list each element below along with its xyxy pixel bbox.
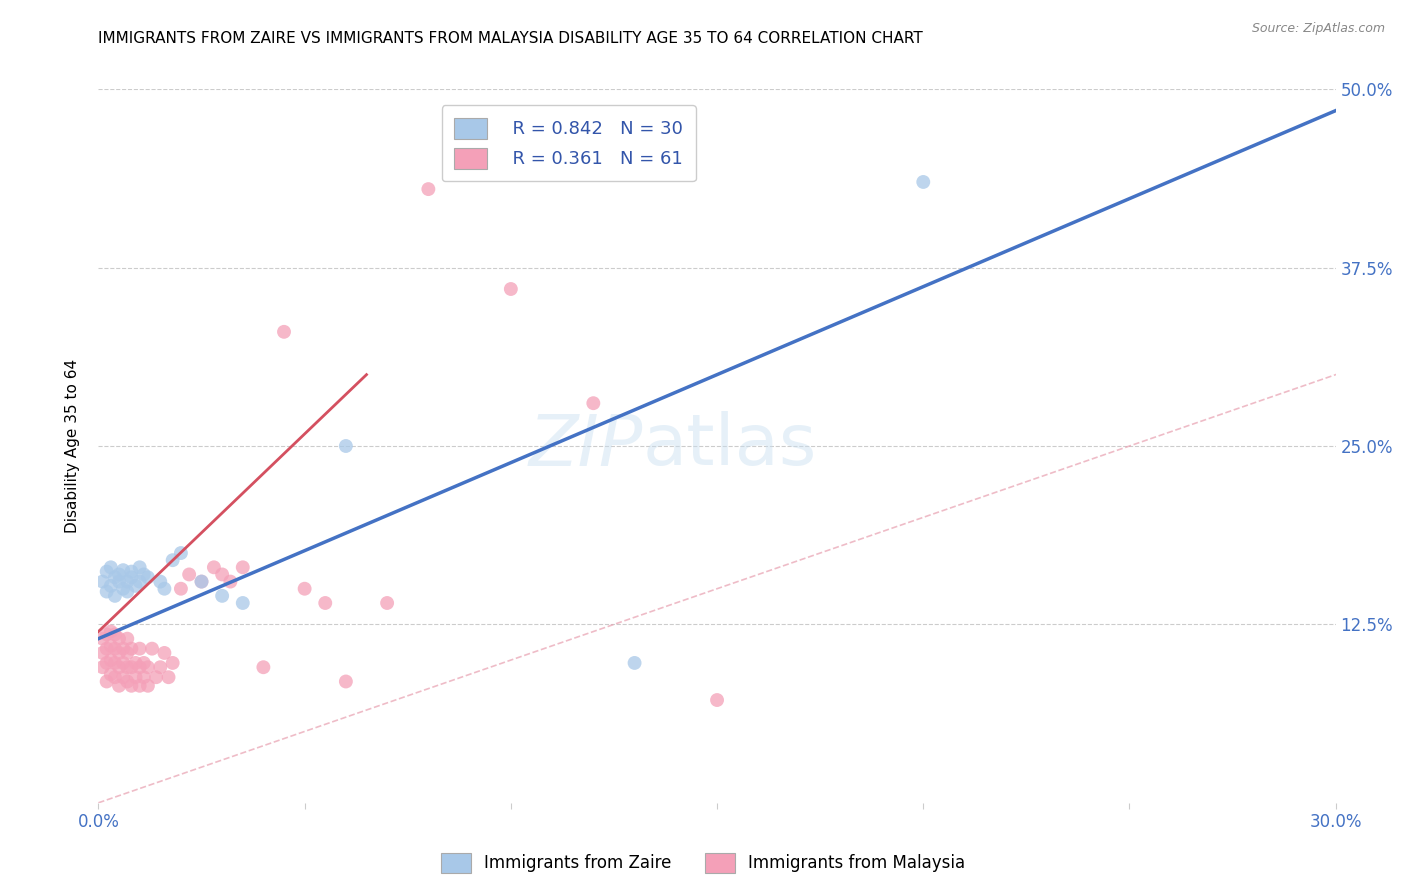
Point bbox=[141, 641, 163, 656]
Point bbox=[96, 584, 118, 599]
Point bbox=[219, 574, 242, 589]
Point bbox=[252, 660, 274, 674]
Point bbox=[202, 560, 225, 574]
Point bbox=[375, 596, 398, 610]
Point bbox=[112, 656, 135, 670]
Point bbox=[149, 660, 172, 674]
Point bbox=[124, 656, 146, 670]
Point bbox=[96, 627, 118, 641]
Point bbox=[108, 646, 131, 660]
Legend: Immigrants from Zaire, Immigrants from Malaysia: Immigrants from Zaire, Immigrants from M… bbox=[434, 847, 972, 880]
Text: IMMIGRANTS FROM ZAIRE VS IMMIGRANTS FROM MALAYSIA DISABILITY AGE 35 TO 64 CORREL: IMMIGRANTS FROM ZAIRE VS IMMIGRANTS FROM… bbox=[98, 31, 924, 46]
Point bbox=[117, 584, 139, 599]
Point bbox=[136, 570, 159, 584]
Point bbox=[91, 660, 114, 674]
Point bbox=[108, 660, 131, 674]
Point bbox=[112, 641, 135, 656]
Point bbox=[499, 282, 522, 296]
Point bbox=[190, 574, 212, 589]
Text: ZIP: ZIP bbox=[529, 411, 643, 481]
Point bbox=[273, 325, 295, 339]
Point bbox=[136, 679, 159, 693]
Point bbox=[128, 679, 150, 693]
Point bbox=[100, 667, 122, 681]
Point bbox=[91, 574, 114, 589]
Point bbox=[314, 596, 336, 610]
Y-axis label: Disability Age 35 to 64: Disability Age 35 to 64 bbox=[65, 359, 80, 533]
Point bbox=[104, 670, 127, 684]
Point bbox=[132, 656, 155, 670]
Point bbox=[108, 567, 131, 582]
Point bbox=[232, 560, 254, 574]
Point bbox=[100, 639, 122, 653]
Point bbox=[149, 574, 172, 589]
Point bbox=[162, 553, 184, 567]
Point bbox=[418, 182, 440, 196]
Point bbox=[104, 627, 127, 641]
Point bbox=[170, 546, 193, 560]
Point bbox=[117, 574, 139, 589]
Point bbox=[100, 653, 122, 667]
Point bbox=[128, 560, 150, 574]
Point bbox=[108, 574, 131, 589]
Point bbox=[104, 656, 127, 670]
Point bbox=[104, 570, 127, 584]
Point bbox=[335, 439, 357, 453]
Point bbox=[104, 589, 127, 603]
Point bbox=[153, 582, 176, 596]
Point bbox=[112, 582, 135, 596]
Point bbox=[232, 596, 254, 610]
Point bbox=[179, 567, 201, 582]
Point bbox=[120, 660, 142, 674]
Point bbox=[211, 589, 233, 603]
Point bbox=[112, 670, 135, 684]
Point bbox=[170, 582, 193, 596]
Point bbox=[145, 670, 167, 684]
Legend:   R = 0.842   N = 30,   R = 0.361   N = 61: R = 0.842 N = 30, R = 0.361 N = 61 bbox=[441, 105, 696, 181]
Point bbox=[124, 670, 146, 684]
Point bbox=[582, 396, 605, 410]
Point bbox=[96, 565, 118, 579]
Point bbox=[117, 674, 139, 689]
Point bbox=[91, 646, 114, 660]
Point bbox=[96, 656, 118, 670]
Point bbox=[706, 693, 728, 707]
Point bbox=[124, 579, 146, 593]
Point bbox=[120, 679, 142, 693]
Point bbox=[136, 660, 159, 674]
Point bbox=[120, 641, 142, 656]
Point bbox=[100, 579, 122, 593]
Point bbox=[108, 679, 131, 693]
Text: Source: ZipAtlas.com: Source: ZipAtlas.com bbox=[1251, 22, 1385, 36]
Point bbox=[190, 574, 212, 589]
Point bbox=[128, 641, 150, 656]
Point bbox=[162, 656, 184, 670]
Point bbox=[120, 565, 142, 579]
Point bbox=[100, 624, 122, 639]
Point bbox=[96, 641, 118, 656]
Point bbox=[117, 660, 139, 674]
Point bbox=[91, 632, 114, 646]
Point bbox=[96, 674, 118, 689]
Point bbox=[117, 632, 139, 646]
Point bbox=[112, 563, 135, 577]
Point bbox=[623, 656, 645, 670]
Point bbox=[100, 560, 122, 574]
Point bbox=[157, 670, 180, 684]
Point bbox=[104, 641, 127, 656]
Point bbox=[128, 660, 150, 674]
Point bbox=[294, 582, 316, 596]
Point bbox=[132, 567, 155, 582]
Point bbox=[120, 570, 142, 584]
Point bbox=[153, 646, 176, 660]
Point bbox=[912, 175, 935, 189]
Point bbox=[128, 574, 150, 589]
Point bbox=[335, 674, 357, 689]
Point bbox=[132, 670, 155, 684]
Point bbox=[211, 567, 233, 582]
Point bbox=[108, 632, 131, 646]
Point bbox=[117, 646, 139, 660]
Text: atlas: atlas bbox=[643, 411, 817, 481]
